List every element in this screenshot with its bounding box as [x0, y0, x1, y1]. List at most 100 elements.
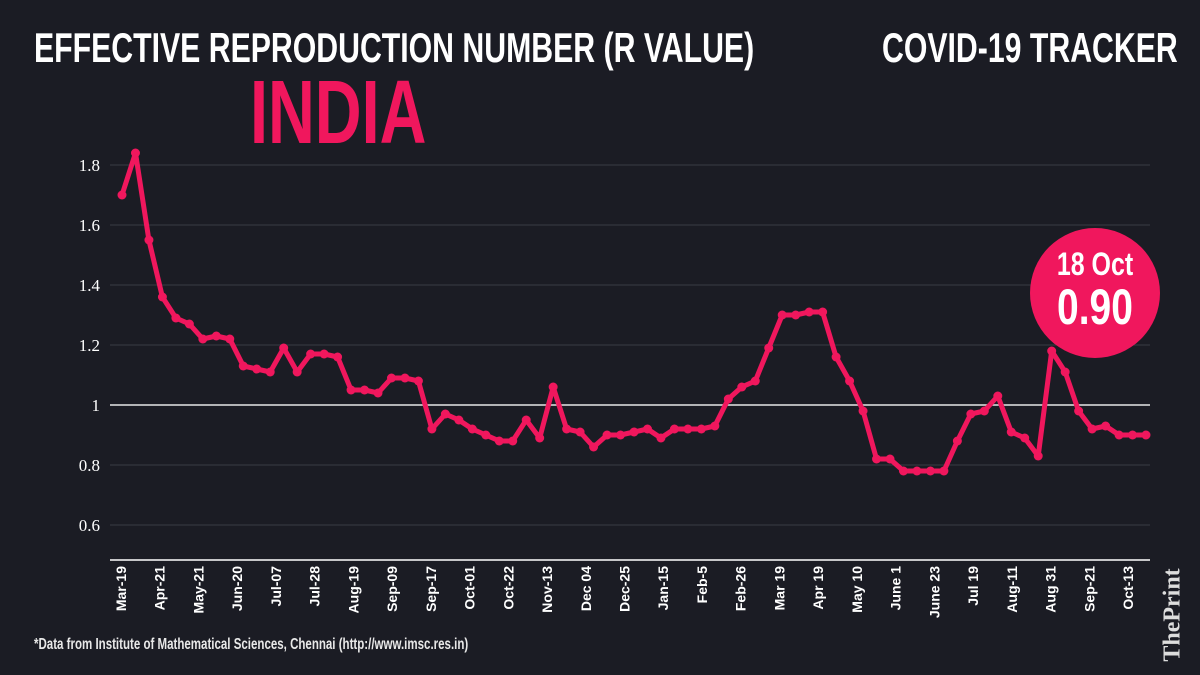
data-point: [494, 436, 504, 446]
y-tick-label: 1.6: [79, 216, 100, 235]
data-point: [144, 235, 154, 245]
data-point: [535, 433, 545, 443]
x-tick-label: Jun-20: [229, 566, 245, 611]
data-point: [925, 466, 935, 476]
data-point: [602, 430, 612, 440]
source-note: *Data from Institute of Mathematical Sci…: [34, 636, 469, 653]
data-point: [1087, 424, 1097, 434]
x-tick-label: Oct-01: [462, 566, 478, 610]
data-point: [629, 427, 639, 437]
data-point: [683, 424, 693, 434]
data-point: [589, 442, 599, 452]
data-point: [885, 454, 895, 464]
country-title: INDIA: [250, 63, 427, 163]
data-point: [791, 310, 801, 320]
data-point: [1141, 430, 1151, 440]
x-tick-label: Aug-11: [1004, 566, 1020, 613]
data-point: [642, 424, 652, 434]
x-tick-label: Mar 19: [771, 566, 787, 611]
data-point: [117, 190, 127, 200]
theprint-logo: ThePrint: [1158, 560, 1188, 670]
x-tick-label: Apr-21: [152, 566, 168, 611]
data-point: [427, 424, 437, 434]
data-point: [386, 373, 396, 383]
data-point: [211, 331, 221, 341]
y-tick-label: 0.6: [79, 516, 100, 535]
badge-value: 0.90: [1057, 279, 1133, 335]
data-point: [939, 466, 949, 476]
data-point: [265, 367, 275, 377]
data-point: [225, 334, 235, 344]
x-tick-label: Jan-15: [655, 566, 671, 611]
data-point: [1033, 451, 1043, 461]
data-point: [333, 352, 343, 362]
data-point: [521, 415, 531, 425]
logo-text: ThePrint: [1159, 568, 1186, 662]
data-point: [184, 319, 194, 329]
data-point: [279, 343, 289, 353]
data-point: [481, 430, 491, 440]
data-point: [562, 424, 572, 434]
data-point: [467, 424, 477, 434]
data-point: [1101, 421, 1111, 431]
r-value-series-line: [119, 150, 1146, 474]
data-point: [292, 367, 302, 377]
x-tick-label: May-21: [190, 566, 206, 614]
latest-value-badge: 18 Oct 0.90: [1030, 228, 1160, 358]
data-point: [238, 361, 248, 371]
x-tick-label: Jul 19: [965, 566, 981, 606]
data-point: [548, 382, 558, 392]
x-tick-label: Oct-22: [500, 566, 516, 610]
x-tick-label: Nov-13: [539, 566, 555, 613]
data-point: [979, 406, 989, 416]
data-point: [764, 343, 774, 353]
data-point: [373, 388, 383, 398]
data-point: [952, 436, 962, 446]
data-point: [656, 433, 666, 443]
data-point: [669, 424, 679, 434]
data-point: [845, 376, 855, 386]
x-tick-label: Aug 31: [1043, 566, 1059, 613]
data-point: [306, 349, 316, 359]
x-tick-label: Mar-19: [113, 566, 129, 611]
chart-title: EFFECTIVE REPRODUCTION NUMBER (R VALUE): [34, 24, 755, 71]
data-point: [454, 415, 464, 425]
y-tick-label: 1: [92, 396, 101, 415]
y-tick-label: 0.8: [79, 456, 100, 475]
x-tick-label: Dec-25: [617, 566, 633, 612]
badge-date: 18 Oct: [1056, 246, 1134, 282]
data-point: [1020, 433, 1030, 443]
data-point: [818, 307, 828, 317]
data-point: [750, 376, 760, 386]
data-point: [710, 421, 720, 431]
data-point: [723, 394, 733, 404]
data-point: [737, 382, 747, 392]
data-point: [804, 307, 814, 317]
data-point: [360, 385, 370, 395]
x-tick-label: June 23: [926, 566, 942, 618]
y-tick-label: 1.8: [79, 156, 100, 175]
x-tick-label: Jul-28: [307, 566, 323, 607]
data-point: [1114, 430, 1124, 440]
data-point: [130, 148, 140, 158]
data-point: [440, 409, 450, 419]
data-point: [319, 349, 329, 359]
data-point: [400, 373, 410, 383]
data-point: [575, 427, 585, 437]
x-tick-label: Aug-19: [345, 566, 361, 614]
x-tick-label: Dec 04: [578, 566, 594, 611]
x-tick-label: Feb-26: [733, 566, 749, 611]
data-point: [1128, 430, 1138, 440]
x-tick-label: Sep-21: [1081, 566, 1097, 612]
data-point: [616, 430, 626, 440]
data-point: [1006, 427, 1016, 437]
data-point: [1060, 367, 1070, 377]
y-tick-label: 1.4: [79, 276, 101, 295]
y-tick-label: 1.2: [79, 336, 100, 355]
data-point: [858, 406, 868, 416]
data-point: [872, 454, 882, 464]
data-point: [171, 313, 181, 323]
x-tick-label: Apr 19: [810, 566, 826, 610]
data-point: [696, 424, 706, 434]
